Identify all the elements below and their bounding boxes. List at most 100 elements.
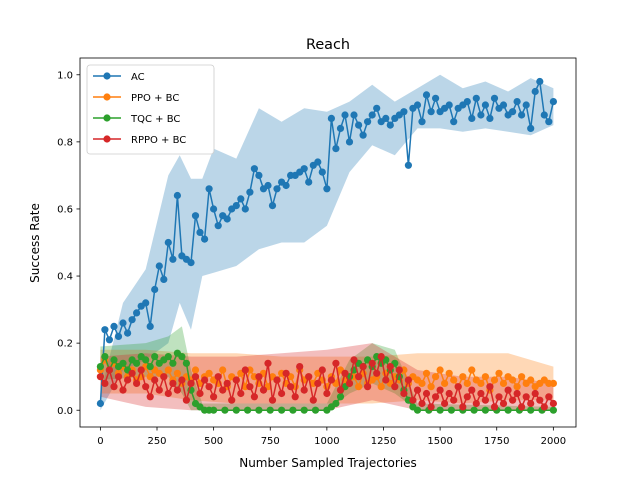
point-ac xyxy=(422,91,431,99)
point-ac xyxy=(155,262,163,270)
point-rppo-bc xyxy=(486,383,494,391)
point-rppo-bc xyxy=(259,386,268,394)
point-ppo-bc xyxy=(205,369,213,377)
point-rppo-bc xyxy=(287,383,295,391)
point-tqc-bc xyxy=(119,359,127,367)
point-ppo-bc xyxy=(481,373,489,381)
point-rppo-bc xyxy=(336,386,345,394)
point-ac xyxy=(345,138,354,146)
point-rppo-bc xyxy=(187,379,195,387)
point-rppo-bc xyxy=(445,389,453,398)
point-rppo-bc xyxy=(160,373,168,381)
point-ac xyxy=(128,316,136,324)
point-ac xyxy=(472,94,480,102)
point-ac xyxy=(332,145,340,153)
point-rppo-bc xyxy=(278,389,286,398)
y-tick-label: 0.6 xyxy=(57,205,73,216)
point-ppo-bc xyxy=(445,369,453,377)
point-rppo-bc xyxy=(137,366,145,374)
point-rppo-bc xyxy=(196,389,204,398)
point-ac xyxy=(96,399,104,408)
point-ac xyxy=(187,259,195,267)
point-rppo-bc xyxy=(178,376,186,384)
point-ac xyxy=(327,114,335,122)
point-ac xyxy=(223,215,231,223)
point-rppo-bc xyxy=(291,393,299,401)
point-ac xyxy=(210,205,218,213)
point-rppo-bc xyxy=(151,376,159,384)
point-rppo-bc xyxy=(110,383,118,391)
point-ac xyxy=(486,114,494,122)
point-rppo-bc xyxy=(382,376,390,384)
point-tqc-bc xyxy=(221,406,229,414)
point-rppo-bc xyxy=(219,386,227,394)
point-rppo-bc xyxy=(282,369,290,377)
point-ac xyxy=(536,77,544,86)
x-tick-label: 1500 xyxy=(427,436,452,447)
point-tqc-bc xyxy=(178,353,186,361)
x-tick-label: 1750 xyxy=(484,436,509,447)
point-ppo-bc xyxy=(463,379,471,387)
point-rppo-bc xyxy=(359,363,367,371)
point-ac xyxy=(359,131,367,139)
point-ac xyxy=(268,202,277,210)
point-rppo-bc xyxy=(169,379,177,387)
point-rppo-bc xyxy=(391,383,399,391)
point-rppo-bc xyxy=(119,386,127,394)
point-tqc-bc xyxy=(278,406,286,414)
point-tqc-bc xyxy=(527,406,535,414)
point-rppo-bc xyxy=(101,379,109,387)
point-rppo-bc xyxy=(232,376,240,384)
point-ppo-bc xyxy=(164,366,172,374)
point-rppo-bc xyxy=(373,369,381,377)
point-ppo-bc xyxy=(191,366,200,374)
point-ac xyxy=(110,322,118,330)
point-rppo-bc xyxy=(499,399,508,408)
point-rppo-bc xyxy=(210,393,218,401)
point-ppo-bc xyxy=(499,379,508,387)
point-ac xyxy=(508,108,517,116)
x-tick-label: 1000 xyxy=(314,436,339,447)
point-tqc-bc xyxy=(504,406,512,414)
point-rppo-bc xyxy=(355,373,363,381)
point-ac xyxy=(404,161,412,169)
point-ac xyxy=(114,332,123,340)
point-tqc-bc xyxy=(182,359,190,367)
point-ac xyxy=(133,309,141,317)
point-ac xyxy=(323,185,331,193)
legend-label: AC xyxy=(131,72,145,83)
point-ac xyxy=(264,181,272,190)
legend: AC PPO + BC TQC + BC RPPO + BC xyxy=(86,64,215,155)
legend-label: RPPO + BC xyxy=(131,135,186,146)
point-ppo-bc xyxy=(527,376,535,384)
point-rppo-bc xyxy=(305,373,313,381)
point-ac xyxy=(201,235,209,243)
point-rppo-bc xyxy=(472,399,480,408)
point-rppo-bc xyxy=(454,383,462,391)
point-tqc-bc xyxy=(300,406,308,414)
point-tqc-bc xyxy=(549,406,558,414)
point-ppo-bc xyxy=(422,369,431,377)
point-ac xyxy=(146,322,154,330)
point-rppo-bc xyxy=(409,396,417,404)
point-rppo-bc xyxy=(246,383,254,391)
point-rppo-bc xyxy=(549,399,558,408)
point-ac xyxy=(364,118,372,126)
point-ac xyxy=(490,94,499,102)
point-ac xyxy=(386,121,394,129)
point-tqc-bc xyxy=(232,406,240,414)
point-ppo-bc xyxy=(432,373,440,381)
point-ppo-bc xyxy=(219,366,227,374)
point-rppo-bc xyxy=(205,383,213,391)
point-tqc-bc xyxy=(244,406,252,414)
point-rppo-bc xyxy=(477,389,485,398)
point-ac xyxy=(418,118,426,126)
x-tick-label: 500 xyxy=(204,436,223,447)
point-rppo-bc xyxy=(404,376,412,384)
point-tqc-bc xyxy=(447,406,455,414)
point-rppo-bc xyxy=(128,369,136,377)
series-lines xyxy=(96,77,558,414)
point-rppo-bc xyxy=(545,393,553,401)
point-ppo-bc xyxy=(436,366,444,374)
